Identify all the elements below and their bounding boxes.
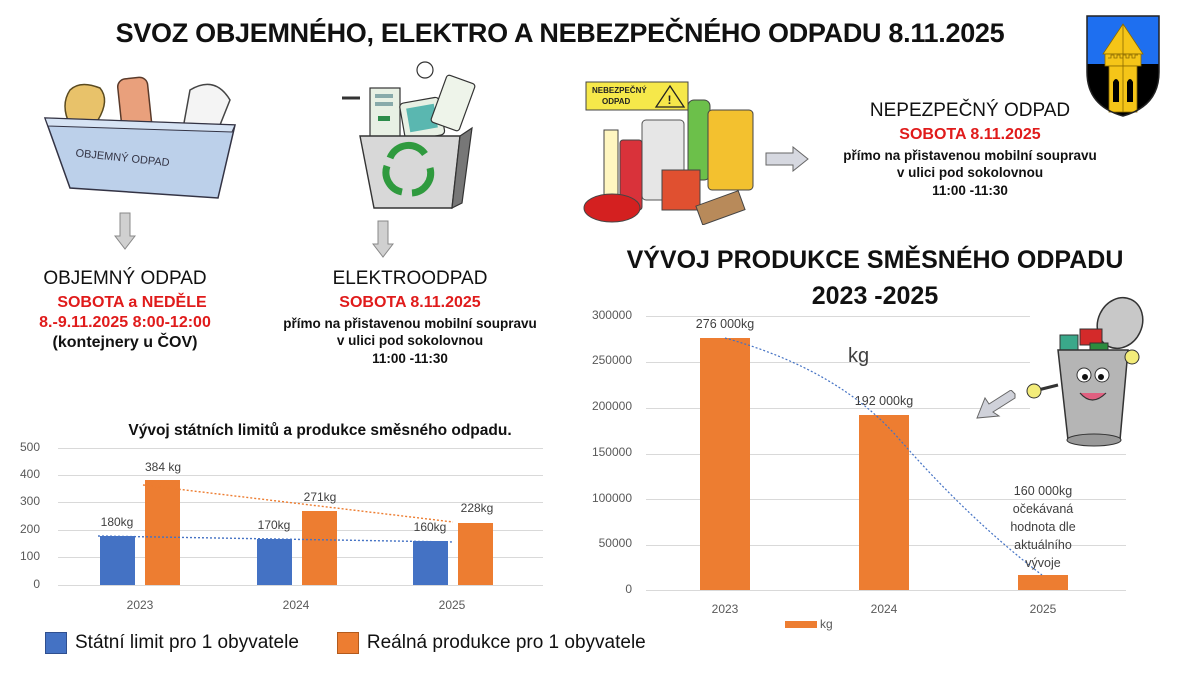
x-tick: 2023 [126, 598, 154, 612]
gridline [58, 448, 543, 449]
trendline-polynomial [724, 337, 1043, 576]
bar-2024 [859, 415, 909, 590]
arrow-right-icon [765, 145, 809, 173]
hazardous-waste-time: 11:00 -11:30 [932, 183, 1008, 198]
trendlines [97, 484, 454, 543]
legend-label-kg: kg [820, 617, 833, 631]
legend-swatch-production [336, 632, 359, 654]
chart2-legend: kg [785, 617, 833, 631]
legend-label-limit: Státní limit pro 1 obyvatele [75, 632, 299, 653]
data-label-2023: 276 000kg [695, 317, 755, 331]
chart2-title: VÝVOJ PRODUKCE SMĚSNÉHO ODPADU 2023 -202… [600, 242, 1150, 314]
hazardous-image-label-2: ODPAD [602, 97, 631, 106]
y-tick: 300 [19, 494, 40, 508]
bulky-waste-info: OBJEMNÝ ODPAD SOBOTA a NEDĚLE 8.-9.11.20… [0, 268, 250, 352]
electro-waste-location-line2: v ulici pod sokolovnou [336, 333, 484, 348]
bar-production-2023 [145, 480, 180, 585]
page-title: SVOZ OBJEMNÉHO, ELEKTRO A NEBEZPEČNÉHO O… [115, 18, 1005, 48]
arrow-down-icon [371, 220, 395, 258]
gridline [646, 316, 1030, 317]
x-tick: 2024 [870, 602, 898, 616]
gridline [646, 590, 1126, 591]
electro-waste-location-line1: přímo na přistavenou mobilní soupravu [283, 316, 537, 331]
bulky-waste-title: OBJEMNÝ ODPAD [43, 268, 207, 289]
electro-waste-time: 11:00 -11:30 [372, 351, 448, 366]
legend-swatch-kg [785, 620, 817, 628]
data-label-production-2024: 271kg [303, 490, 337, 504]
hazardous-waste-info: NEPEZPEČNÝ ODPAD SOBOTA 8.11.2025 přímo … [820, 100, 1120, 198]
bar-2025 [1018, 575, 1068, 590]
chart1-title: Vývoj státních limitů a produkce směsnéh… [128, 422, 512, 439]
legend-swatch-limit [45, 632, 67, 654]
y-tick: 250000 [591, 353, 632, 367]
bar-limit-2025 [413, 541, 448, 585]
y-tick: 50000 [598, 536, 632, 550]
bulky-waste-container-illustration: OBJEMNÝ ODPAD [40, 70, 240, 210]
data-label-2024: 192 000kg [854, 394, 914, 408]
gridline [646, 408, 1030, 409]
bar-limit-2024 [257, 539, 292, 585]
chart2-title-line1: VÝVOJ PRODUKCE SMĚSNÉHO ODPADU [626, 246, 1124, 274]
chart2-title-line2: 2023 -2025 [811, 282, 939, 310]
arrow-left-down-icon [975, 389, 1017, 422]
data-label-2025-note: aktuálního [1014, 538, 1072, 552]
mixed-waste-production-chart: 300000 250000 200000 150000 100000 50000… [580, 308, 1126, 631]
y-tick: 400 [19, 467, 40, 481]
data-label-limit-2024: 170kg [257, 518, 291, 532]
x-tick: 2025 [438, 598, 466, 612]
trash-can-mascot-illustration [1020, 295, 1150, 450]
bar-2023 [700, 338, 750, 590]
data-label-limit-2025: 160kg [413, 520, 447, 534]
hazardous-waste-date: SOBOTA 8.11.2025 [899, 126, 1041, 143]
electro-waste-title: ELEKTROODPAD [332, 268, 488, 289]
y-tick: 500 [19, 440, 40, 454]
y-tick: 200000 [591, 399, 632, 413]
gridline [58, 502, 543, 503]
y-tick: 0 [33, 577, 40, 591]
y-tick: 150000 [591, 445, 632, 459]
hazardous-waste-title: NEPEZPEČNÝ ODPAD [869, 100, 1071, 121]
gridline [58, 530, 543, 531]
data-label-2025-value: 160 000kg [1013, 484, 1073, 498]
limits-production-chart: Vývoj státních limitů a produkce směsnéh… [10, 418, 555, 618]
gridline [646, 362, 1030, 363]
hazardous-waste-location-line2: v ulici pod sokolovnou [896, 165, 1044, 180]
chart1-legend: Státní limit pro 1 obyvatele Reálná prod… [45, 628, 646, 658]
bar-limit-2023 [100, 536, 135, 585]
electro-waste-date: SOBOTA 8.11.2025 [339, 294, 481, 311]
y-tick: 100000 [591, 491, 632, 505]
data-label-2025-note: vývoje [1025, 556, 1061, 570]
gridline [58, 557, 543, 558]
x-tick: 2024 [282, 598, 310, 612]
legend-label-production: Reálná produkce pro 1 obyvatele [366, 632, 646, 653]
bulky-waste-days: SOBOTA a NEDĚLE [57, 294, 207, 311]
data-label-2025-note: očekávaná [1012, 502, 1074, 516]
bulky-waste-location: (kontejnery u ČOV) [52, 334, 198, 351]
chart2-series-title: kg [848, 345, 870, 367]
svg-text:!: ! [668, 93, 672, 107]
hazardous-waste-illustration: NEBEZPEČNÝ ODPAD ! [580, 80, 755, 226]
hazardous-waste-location-line1: přímo na přistavenou mobilní soupravu [843, 148, 1097, 163]
bulky-waste-datetime: 8.-9.11.2025 8:00-12:00 [39, 314, 211, 331]
electro-waste-info: ELEKTROODPAD SOBOTA 8.11.2025 přímo na p… [260, 268, 560, 366]
y-tick: 300000 [591, 308, 632, 322]
x-tick: 2023 [711, 602, 739, 616]
bar-production-2025 [458, 523, 493, 585]
y-tick: 200 [19, 522, 40, 536]
gridline [58, 585, 543, 586]
coat-of-arms-icon [1083, 12, 1163, 118]
arrow-down-icon [113, 212, 137, 250]
bar-production-2024 [302, 511, 337, 585]
electro-waste-bin-illustration [330, 58, 490, 218]
data-label-2025: 160 000kg očekávaná hodnota dle aktuální… [998, 482, 1088, 572]
y-tick: 100 [19, 549, 40, 563]
data-label-limit-2023: 180kg [100, 515, 134, 529]
x-tick: 2025 [1029, 602, 1057, 616]
data-label-production-2023: 384 kg [144, 460, 182, 474]
data-label-production-2025: 228kg [460, 501, 494, 515]
gridline [58, 475, 543, 476]
data-label-2025-note: hodnota dle [1010, 520, 1076, 534]
y-tick: 0 [625, 582, 632, 596]
hazardous-image-label-1: NEBEZPEČNÝ [592, 86, 647, 95]
